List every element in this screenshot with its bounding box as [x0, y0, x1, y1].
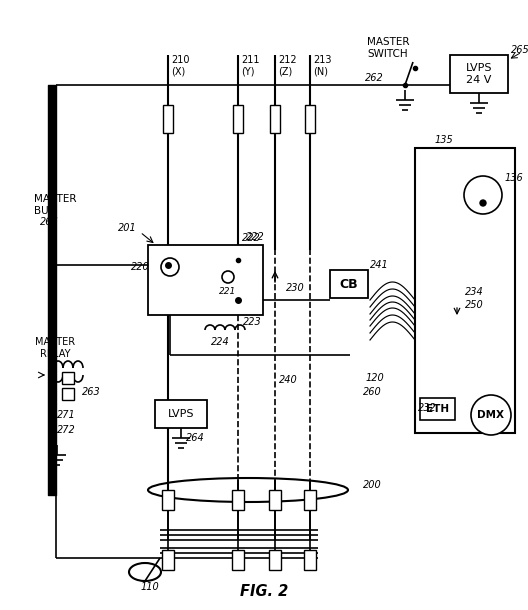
- Bar: [155, 400, 207, 428]
- Bar: [62, 388, 74, 400]
- Text: 263: 263: [82, 387, 101, 397]
- Text: 223: 223: [243, 317, 262, 327]
- Text: 200: 200: [363, 480, 382, 490]
- Text: MASTER
RELAY: MASTER RELAY: [35, 337, 75, 359]
- Text: 266: 266: [40, 217, 59, 227]
- Text: 221: 221: [219, 287, 237, 295]
- Circle shape: [480, 200, 486, 206]
- Circle shape: [161, 258, 179, 276]
- Bar: [148, 245, 263, 315]
- Text: 120: 120: [366, 373, 385, 383]
- Text: (N): (N): [313, 67, 328, 77]
- Text: 135: 135: [435, 135, 454, 145]
- Text: 232: 232: [418, 403, 437, 413]
- Circle shape: [222, 271, 234, 283]
- Text: 213: 213: [313, 55, 332, 65]
- Text: CB: CB: [340, 278, 359, 290]
- Bar: [450, 55, 508, 93]
- Bar: [415, 148, 515, 433]
- Bar: [304, 490, 316, 510]
- Text: 211: 211: [241, 55, 259, 65]
- Text: 230: 230: [286, 283, 304, 293]
- Text: 241: 241: [370, 260, 389, 270]
- Text: 262: 262: [365, 73, 384, 83]
- Text: 220: 220: [131, 262, 150, 272]
- Text: 210: 210: [171, 55, 190, 65]
- Text: (Y): (Y): [241, 67, 254, 77]
- Bar: [269, 490, 281, 510]
- Bar: [304, 550, 316, 570]
- Bar: [305, 105, 315, 133]
- Bar: [233, 105, 243, 133]
- Text: 222: 222: [242, 233, 261, 243]
- Bar: [232, 550, 244, 570]
- Circle shape: [471, 395, 511, 435]
- Bar: [162, 550, 174, 570]
- Bar: [270, 105, 280, 133]
- Text: (Z): (Z): [278, 67, 293, 77]
- Text: 264: 264: [186, 433, 205, 443]
- Text: MASTER
SWITCH: MASTER SWITCH: [367, 37, 409, 59]
- Bar: [420, 398, 455, 420]
- Text: 224: 224: [211, 337, 229, 347]
- Text: 260: 260: [363, 387, 382, 397]
- Bar: [269, 550, 281, 570]
- Text: 240: 240: [279, 375, 298, 385]
- Text: 222: 222: [246, 232, 265, 242]
- Bar: [162, 490, 174, 510]
- Text: 136: 136: [505, 173, 524, 183]
- Text: LVPS
24 V: LVPS 24 V: [466, 63, 492, 85]
- Text: 265: 265: [511, 45, 528, 55]
- Text: MASTER
BUS: MASTER BUS: [34, 194, 77, 216]
- Text: 271: 271: [57, 410, 76, 420]
- Text: 110: 110: [140, 582, 159, 592]
- Text: (X): (X): [171, 67, 185, 77]
- Text: FIG. 2: FIG. 2: [240, 584, 288, 600]
- Text: 201: 201: [118, 223, 137, 233]
- Text: 212: 212: [278, 55, 297, 65]
- Bar: [163, 105, 173, 133]
- Text: 234: 234: [465, 287, 484, 297]
- Text: LVPS: LVPS: [168, 409, 194, 419]
- Text: DMX: DMX: [477, 410, 504, 420]
- Bar: [330, 270, 368, 298]
- Bar: [62, 372, 74, 384]
- Text: 250: 250: [465, 300, 484, 310]
- Text: ETH: ETH: [426, 404, 449, 414]
- Bar: [232, 490, 244, 510]
- Circle shape: [464, 176, 502, 214]
- Text: 272: 272: [57, 425, 76, 435]
